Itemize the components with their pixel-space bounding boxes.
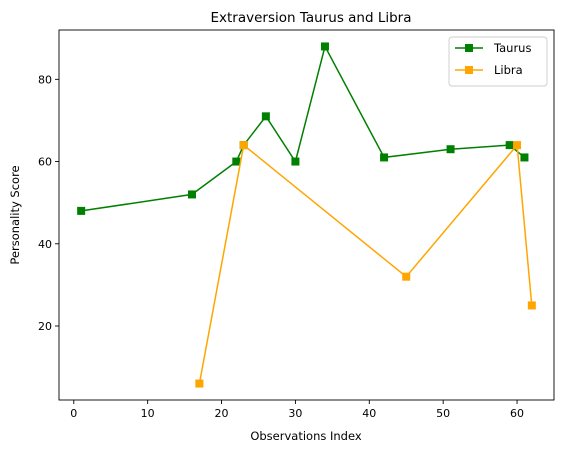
chart-title: Extraversion Taurus and Libra [211, 10, 412, 26]
data-point-taurus [520, 153, 529, 162]
data-point-taurus [320, 42, 329, 51]
y-tick-label: 60 [38, 156, 52, 169]
data-point-taurus [446, 145, 455, 154]
data-point-taurus [380, 153, 389, 162]
x-tick-label: 60 [510, 407, 524, 420]
legend-marker-libra [465, 66, 473, 74]
legend-box [448, 36, 548, 87]
x-tick-label: 40 [362, 407, 376, 420]
data-point-taurus [505, 141, 514, 150]
x-axis-label: Observations Index [250, 429, 362, 443]
y-tick-label: 80 [38, 73, 52, 86]
x-tick-label: 30 [288, 407, 302, 420]
data-point-taurus [291, 157, 300, 166]
x-tick-label: 0 [70, 407, 77, 420]
legend-label-taurus: Taurus [493, 41, 531, 55]
axes-layer [58, 29, 555, 401]
data-point-libra [195, 379, 204, 388]
legend-label-libra: Libra [494, 63, 523, 77]
data-point-taurus [187, 190, 196, 199]
series-layer [77, 42, 536, 388]
data-point-libra [527, 301, 536, 310]
legend: Taurus Libra [448, 36, 548, 87]
legend-marker-taurus [465, 44, 473, 52]
plot-frame [58, 29, 555, 401]
data-point-libra [239, 141, 248, 150]
y-tick-label: 20 [38, 320, 52, 333]
plot-area [59, 30, 554, 400]
data-point-taurus [232, 157, 241, 166]
data-point-libra [402, 272, 411, 281]
y-tick-label: 40 [38, 238, 52, 251]
y-axis-label: Personality Score [8, 165, 22, 264]
x-tick-label: 50 [436, 407, 450, 420]
data-point-taurus [261, 112, 270, 121]
x-axis-ticks: 0 10 20 30 40 50 60 [70, 400, 524, 420]
y-axis-ticks: 20 40 60 80 [38, 73, 59, 333]
x-tick-label: 20 [215, 407, 229, 420]
data-point-taurus [77, 206, 86, 215]
x-tick-label: 10 [141, 407, 155, 420]
data-point-libra [513, 141, 522, 150]
